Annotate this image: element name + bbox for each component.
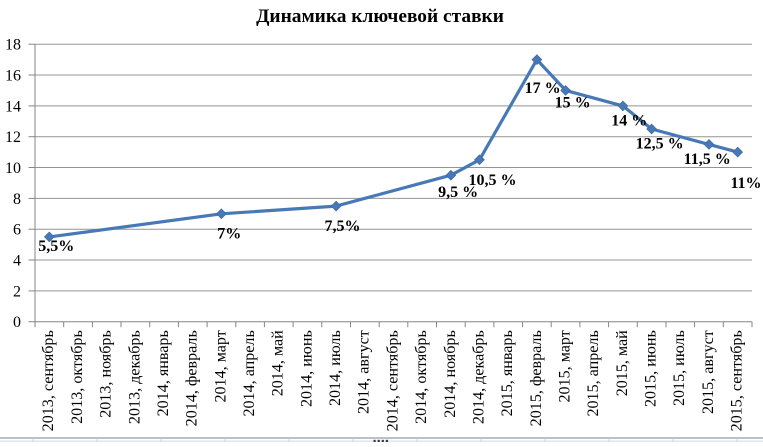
svg-text:16: 16: [5, 67, 21, 84]
svg-text:2014, ноябрь: 2014, ноябрь: [442, 330, 459, 418]
svg-text:2014, сентябрь: 2014, сентябрь: [384, 330, 401, 431]
svg-text:12,5 %: 12,5 %: [636, 135, 684, 152]
svg-text:2015, июнь: 2015, июнь: [643, 330, 660, 407]
svg-text:2015, сентябрь: 2015, сентябрь: [729, 330, 746, 431]
svg-text:5,5%: 5,5%: [38, 238, 74, 255]
svg-text:2015, июль: 2015, июль: [671, 330, 688, 406]
svg-text:2015, февраль: 2015, февраль: [528, 330, 545, 426]
svg-text:7,5%: 7,5%: [325, 218, 361, 235]
svg-text:2015, май: 2015, май: [614, 330, 631, 396]
svg-text:2015, январь: 2015, январь: [499, 330, 516, 416]
svg-text:18: 18: [5, 37, 21, 54]
svg-text:12: 12: [5, 129, 21, 146]
svg-text:15 %: 15 %: [555, 95, 591, 112]
svg-text:9,5 %: 9,5 %: [438, 184, 478, 201]
svg-text:2015, август: 2015, август: [700, 330, 717, 414]
svg-text:14: 14: [5, 98, 21, 115]
svg-text:10: 10: [5, 160, 21, 177]
svg-text:2014, март: 2014, март: [212, 330, 229, 402]
svg-text:2015, март: 2015, март: [557, 330, 574, 402]
svg-text:2014, август: 2014, август: [356, 330, 373, 414]
svg-text:2013, декабрь: 2013, декабрь: [126, 330, 143, 424]
svg-text:2014, апрель: 2014, апрель: [241, 330, 258, 416]
svg-text:11%: 11%: [730, 175, 761, 192]
svg-text:2014, декабрь: 2014, декабрь: [470, 330, 487, 424]
svg-text:2013, сентябрь: 2013, сентябрь: [40, 330, 57, 431]
svg-text:Динамика ключевой ставки: Динамика ключевой ставки: [256, 6, 504, 27]
svg-text:7%: 7%: [217, 226, 241, 243]
svg-text:17 %: 17 %: [525, 80, 561, 97]
svg-text:2014, февраль: 2014, февраль: [184, 330, 201, 426]
svg-text:2013, ноябрь: 2013, ноябрь: [98, 330, 115, 418]
svg-text:2014, май: 2014, май: [270, 330, 287, 396]
svg-text:6: 6: [13, 222, 21, 239]
svg-text:2014, июль: 2014, июль: [327, 330, 344, 406]
svg-text:2014, январь: 2014, январь: [155, 330, 172, 416]
svg-text:2015, апрель: 2015, апрель: [585, 330, 602, 416]
svg-text:4: 4: [13, 252, 21, 269]
svg-text:2013, октябрь: 2013, октябрь: [69, 330, 86, 424]
svg-text:14 %: 14 %: [611, 112, 647, 129]
svg-text:2: 2: [13, 283, 21, 300]
svg-text:0: 0: [13, 314, 21, 331]
svg-text:11,5 %: 11,5 %: [684, 151, 731, 168]
svg-text:2014, июнь: 2014, июнь: [298, 330, 315, 407]
svg-text:2014, октябрь: 2014, октябрь: [413, 330, 430, 424]
svg-text:10,5 %: 10,5 %: [469, 172, 517, 189]
svg-text:8: 8: [13, 191, 21, 208]
